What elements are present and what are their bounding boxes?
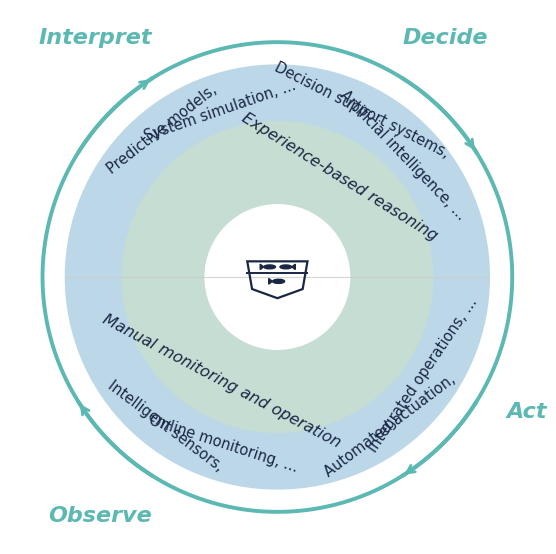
Text: Integrated operations, ...: Integrated operations, ... <box>366 295 480 455</box>
Ellipse shape <box>264 265 275 269</box>
Text: Intelligent sensors,: Intelligent sensors, <box>105 378 225 474</box>
Polygon shape <box>292 264 295 270</box>
Text: Manual monitoring and operation: Manual monitoring and operation <box>100 312 344 450</box>
Text: System simulation, ...: System simulation, ... <box>142 78 298 144</box>
Circle shape <box>205 205 350 349</box>
Text: Online monitoring, ...: Online monitoring, ... <box>147 413 300 475</box>
Text: Predictive models,: Predictive models, <box>105 83 220 177</box>
Text: Act: Act <box>506 402 547 422</box>
Polygon shape <box>269 279 272 284</box>
Polygon shape <box>260 264 264 270</box>
Ellipse shape <box>272 279 285 284</box>
Text: Decision support systems,: Decision support systems, <box>272 60 452 161</box>
Text: Experience-based reasoning: Experience-based reasoning <box>240 110 440 244</box>
Circle shape <box>66 65 489 489</box>
Text: Artificial intelligence, ...: Artificial intelligence, ... <box>337 88 469 223</box>
Ellipse shape <box>280 265 291 269</box>
Text: Automated actuation,: Automated actuation, <box>321 372 458 480</box>
Text: Decide: Decide <box>403 28 488 48</box>
Text: Observe: Observe <box>48 506 152 526</box>
Text: Interpret: Interpret <box>38 28 152 48</box>
Circle shape <box>122 122 433 432</box>
